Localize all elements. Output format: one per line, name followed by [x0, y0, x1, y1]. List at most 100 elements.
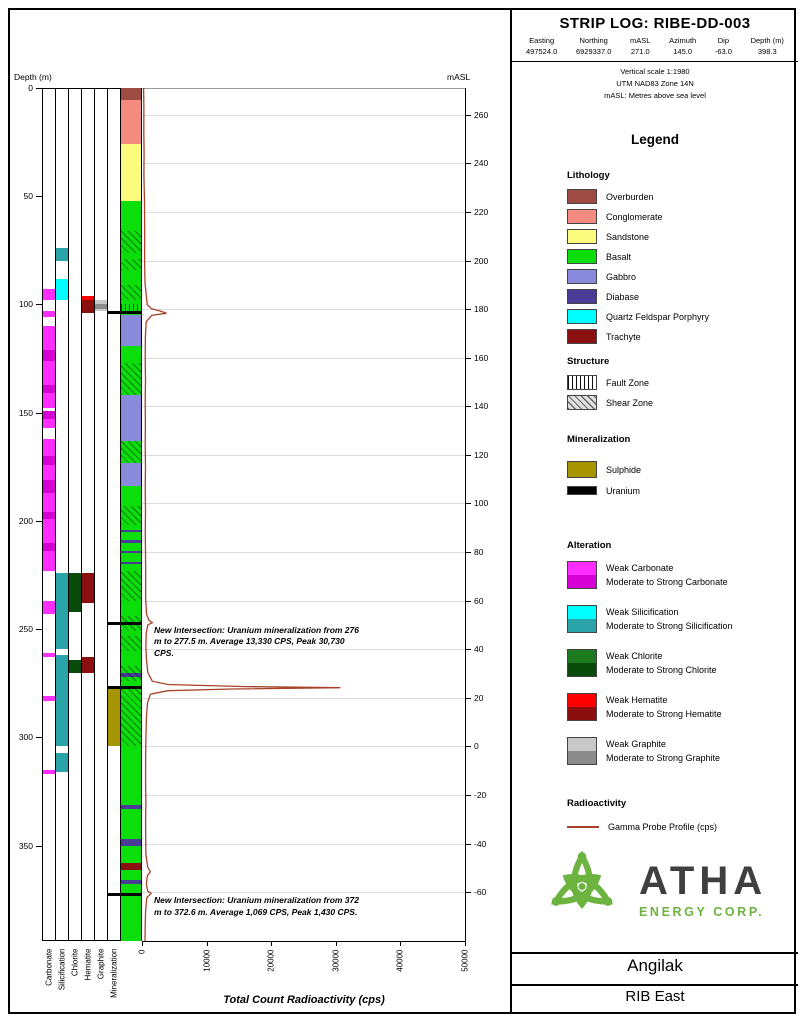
mineralization-uranium — [108, 685, 141, 689]
track-hematite — [81, 88, 95, 941]
legend-label-gabbro: Gabbro — [606, 271, 637, 282]
alteration-carbonate — [43, 479, 55, 493]
swatch-strong-half — [568, 663, 596, 676]
swatch-strong-half — [568, 619, 596, 632]
swatch-strong-half — [568, 751, 596, 764]
alteration-carbonate — [43, 653, 55, 658]
legend-radioactivity-items: Gamma Probe Profile (cps) — [567, 819, 792, 834]
masl-tick — [465, 552, 471, 554]
masl-tick — [465, 309, 471, 311]
lithology-basalt — [121, 883, 141, 941]
depth-tick — [36, 304, 42, 306]
legend-label-diabase: Diabase — [606, 291, 640, 302]
swatch-strong-half — [568, 707, 596, 720]
cps-tick — [335, 941, 337, 946]
track-label-silicification: Silicification — [57, 948, 67, 991]
masl-tick — [465, 697, 471, 699]
alteration-carbonate — [43, 393, 55, 409]
collar-field-value: 271.0 — [630, 46, 650, 56]
collar-field-label: Easting — [529, 36, 555, 45]
cps-tick — [206, 941, 208, 946]
alteration-carbonate — [43, 410, 55, 420]
lithology-gabbro — [121, 315, 141, 346]
masl-tick-label: 160 — [474, 352, 489, 363]
masl-gridline — [142, 114, 465, 116]
legend-label-overburden: Overburden — [606, 191, 654, 202]
legend-alteration-labels: Weak Chlorite Moderate to Strong Chlorite — [606, 649, 717, 677]
footer-divider-top — [512, 952, 798, 954]
depth-tick-label: 0 — [28, 83, 33, 93]
masl-gridline — [142, 795, 465, 797]
legend-swatch-sandstone — [567, 229, 597, 244]
cps-tick-label: 50000 — [460, 949, 470, 972]
area-name: RIB East — [625, 988, 685, 1005]
track-label-graphite: Graphite — [96, 948, 106, 980]
lithology-sandstone — [121, 144, 141, 201]
legend-label-sandstone: Sandstone — [606, 231, 650, 242]
swatch-weak-half — [568, 606, 596, 619]
gamma-bottom-axis — [142, 941, 466, 942]
alteration-carbonate — [43, 696, 55, 701]
legend-label-sulphide: Sulphide — [606, 464, 642, 475]
collar-field-value: -63.0 — [714, 46, 732, 56]
cps-tick — [465, 941, 466, 946]
masl-tick-label: -40 — [474, 838, 487, 849]
depth-axis-title: Depth (m) — [14, 72, 52, 82]
collar-field-label: Dip — [717, 36, 730, 45]
legend-radioactivity-title: Radioactivity — [567, 798, 627, 809]
legend-item-weak-silicification: Weak Silicification Moderate to Strong Si… — [567, 605, 792, 633]
depth-tick-label: 100 — [18, 299, 33, 310]
legend-label-shear-zone: Shear Zone — [606, 397, 654, 408]
legend-item-weak-carbonate: Weak Carbonate Moderate to Strong Carbona… — [567, 561, 792, 589]
gamma-top-border — [142, 88, 465, 89]
swatch-weak-half — [568, 694, 596, 707]
masl-tick — [465, 163, 471, 165]
masl-gridline — [142, 600, 465, 602]
legend-alteration-labels: Weak Graphite Moderate to Strong Graphite — [606, 737, 720, 765]
masl-tick-label: 40 — [474, 644, 484, 655]
swatch-weak-half — [568, 562, 596, 575]
legend-item-trachyte: Trachyte — [567, 329, 792, 344]
title-block: STRIP LOG: RIBE-DD-003 Easting 497524.0 No… — [512, 15, 798, 102]
alteration-carbonate — [43, 360, 55, 385]
legend-label-basalt: Basalt — [606, 251, 632, 262]
collar-field-depth-m: Depth (m) 398.3 — [751, 36, 784, 57]
depth-tick — [36, 737, 42, 739]
legend-label-quartz-feldspar-porphyry: Quartz Feldspar Porphyry — [606, 311, 710, 322]
legend-swatch-conglomerate — [567, 209, 597, 224]
lithology-conglomerate — [121, 99, 141, 145]
legend-alteration-section: Alteration Weak Carbonate Moderate to Str… — [567, 540, 792, 781]
masl-tick — [465, 746, 471, 748]
masl-gridline — [142, 163, 465, 165]
legend-label-weak-carbonate: Weak Carbonate — [606, 563, 674, 573]
lithology-basalt — [121, 676, 141, 805]
masl-tick-label: 220 — [474, 206, 489, 217]
cps-tick — [400, 941, 402, 946]
lithology-basalt — [121, 531, 141, 541]
depth-tick — [36, 88, 42, 89]
legend-item-weak-hematite: Weak Hematite Moderate to Strong Hematite — [567, 693, 792, 721]
intersection-annotation-1: New Intersection: Uranium mineralization… — [154, 624, 359, 658]
collar-field-value: 6929337.0 — [575, 46, 612, 56]
track-label-carbonate: Carbonate — [44, 948, 54, 986]
lithology-basalt — [121, 440, 141, 463]
legend-label-weak-graphite: Weak Graphite — [606, 739, 666, 749]
mineralization-uranium — [108, 310, 141, 315]
structure-shear-zone — [121, 685, 141, 747]
masl-tick-label: -60 — [474, 887, 487, 898]
legend-item-shear-zone: Shear Zone — [567, 395, 792, 410]
legend-swatch-weak-carbonate — [567, 561, 597, 589]
legend-item-quartz-feldspar-porphyry: Quartz Feldspar Porphyry — [567, 309, 792, 324]
legend-label-weak-chlorite: Weak Chlorite — [606, 651, 663, 661]
track-graphite — [94, 88, 108, 941]
masl-gridline — [142, 503, 465, 505]
track-label-mineralization: Mineralization — [109, 948, 119, 998]
swatch-weak-half — [568, 650, 596, 663]
cps-tick-label: 10000 — [202, 949, 212, 972]
depth-tick — [36, 520, 42, 522]
alteration-carbonate — [43, 551, 55, 571]
legend-structure-items: Fault Zone Shear Zone — [567, 375, 792, 410]
legend-label-uranium: Uranium — [606, 485, 641, 496]
intersection-annotation-2: New Intersection: Uranium mineralization… — [154, 895, 359, 917]
lithology-diabase — [121, 804, 141, 809]
